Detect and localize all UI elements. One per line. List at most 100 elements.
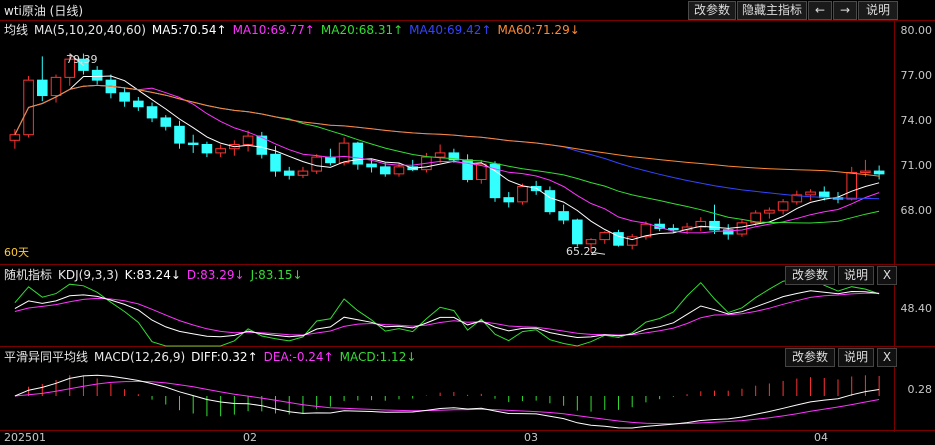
candle-down <box>572 219 583 245</box>
candle-down <box>613 232 624 246</box>
candle-up <box>764 209 775 214</box>
ma10-line <box>14 84 880 234</box>
macd-macd-value: MACD:1.12↓ <box>339 350 417 364</box>
divider-bottom <box>0 430 935 431</box>
help-button[interactable]: 说明 <box>858 1 898 20</box>
ma20-value: MA20:68.31↑ <box>320 23 404 37</box>
candle-down <box>146 106 158 119</box>
prev-arrow-icon[interactable]: ← <box>808 1 832 20</box>
candle-up <box>805 191 816 196</box>
macd-y-label: 0.28 <box>907 383 933 396</box>
candle-up <box>215 148 226 154</box>
ma60-value: MA60:71.29↓ <box>497 23 580 37</box>
y-label-71: 71.00 <box>900 159 933 172</box>
kdj-edit-params-button[interactable]: 改参数 <box>785 266 835 285</box>
candle-down <box>270 153 281 172</box>
candle-down <box>133 100 144 108</box>
high-price-label: 79.39 <box>66 53 98 66</box>
macd-diff-line <box>14 374 880 429</box>
kdj-j-line <box>14 277 880 347</box>
candle-down <box>256 135 268 155</box>
period-label: 60天 <box>4 246 29 259</box>
kdj-legend: 随机指标 KDJ(9,3,3) K:83.24↓ D:83.29↓ J:83.15↓ <box>4 266 309 283</box>
kdj-name: 随机指标 <box>4 268 53 282</box>
divider-macd <box>0 346 935 347</box>
x-label-202501: 202501 <box>4 431 46 444</box>
candle-down <box>379 166 391 175</box>
candle-up <box>242 135 254 146</box>
macd-diff-value: DIFF:0.32↑ <box>191 350 258 364</box>
candle-up <box>736 222 748 235</box>
macd-edit-params-button[interactable]: 改参数 <box>785 348 835 367</box>
macd-dea-value: DEA:-0.24↑ <box>263 350 334 364</box>
candle-up <box>777 201 789 211</box>
candle-up <box>434 152 446 158</box>
ma10-value: MA10:69.77↑ <box>232 23 315 37</box>
candle-up <box>695 220 707 228</box>
candle-down <box>119 92 130 102</box>
ma20-line <box>14 84 880 224</box>
candle-down <box>187 142 199 146</box>
candle-up <box>517 185 528 203</box>
hide-main-indicator-button[interactable]: 隐藏主指标 <box>737 1 807 20</box>
next-arrow-icon[interactable]: → <box>833 1 857 20</box>
candle-up <box>599 232 611 241</box>
ma40-line <box>14 84 880 200</box>
candle-down <box>462 159 473 180</box>
candle-down <box>873 170 885 175</box>
candle-up <box>393 166 405 175</box>
candle-up <box>311 156 322 172</box>
macd-params: MACD(12,26,9) <box>94 350 186 364</box>
kdj-y-label: 48.40 <box>900 302 933 315</box>
candle-down <box>558 211 569 221</box>
divider-top <box>0 20 935 21</box>
candle-down <box>544 190 556 213</box>
y-label-80: 80.00 <box>900 24 933 37</box>
edit-params-button[interactable]: 改参数 <box>688 1 736 20</box>
kdj-close-icon[interactable]: X <box>877 266 897 285</box>
top-toolbar: wti原油 (日线) 改参数 隐藏主指标 ← → 说明 <box>0 0 935 20</box>
candle-up <box>791 194 803 203</box>
candle-up <box>640 223 652 238</box>
candle-down <box>489 163 501 199</box>
candle-down <box>668 227 679 231</box>
ma60-line <box>14 84 880 177</box>
kdj-d-line <box>14 292 880 336</box>
y-axis-divider <box>894 20 895 432</box>
macd-legend: 平滑异同平均线 MACD(12,26,9) DIFF:0.32↑ DEA:-0.24↑… <box>4 348 422 365</box>
candle-down <box>503 197 515 203</box>
low-pointer <box>590 251 606 255</box>
chart-title: wti原油 (日线) <box>4 4 84 18</box>
candle-down <box>709 220 720 231</box>
kdj-params: KDJ(9,3,3) <box>58 268 119 282</box>
kdj-k-line <box>14 290 880 339</box>
ma5-line <box>14 75 880 241</box>
candle-up <box>585 239 597 245</box>
candle-down <box>174 125 185 144</box>
candle-up <box>64 58 76 78</box>
kdj-j-value: J:83.15↓ <box>250 268 303 282</box>
candle-up <box>750 212 761 224</box>
y-label-68: 68.00 <box>900 204 933 217</box>
candle-up <box>297 170 309 176</box>
x-label-02: 02 <box>243 431 257 444</box>
x-label-04: 04 <box>814 431 828 444</box>
candle-down <box>448 152 460 161</box>
candle-down <box>366 163 377 168</box>
candle-down <box>325 156 336 164</box>
ma-legend-params: MA(5,10,20,40,60) <box>34 23 146 37</box>
ma-legend-name: 均线 <box>4 23 29 37</box>
candle-down <box>201 144 213 154</box>
macd-help-button[interactable]: 说明 <box>838 348 874 367</box>
low-price-label: 65.22 <box>566 245 598 258</box>
kdj-help-button[interactable]: 说明 <box>838 266 874 285</box>
candle-up <box>860 170 871 173</box>
x-label-03: 03 <box>524 431 538 444</box>
divider-kdj <box>0 264 935 265</box>
candle-down <box>36 79 48 97</box>
ma40-value: MA40:69.42↑ <box>409 23 492 37</box>
macd-close-icon[interactable]: X <box>877 348 897 367</box>
candle-down <box>352 142 364 165</box>
y-label-77: 77.00 <box>900 69 933 82</box>
